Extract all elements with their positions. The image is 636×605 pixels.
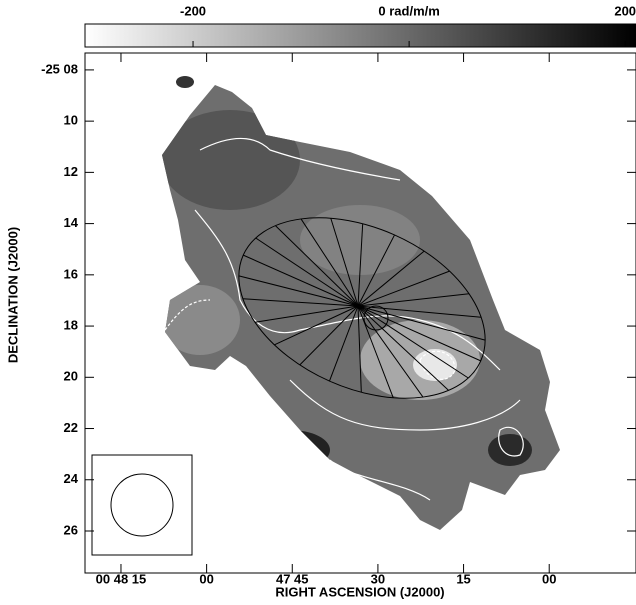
y-tick-label: 20 xyxy=(64,369,78,384)
y-tick-label: 12 xyxy=(64,164,78,179)
x-tick-label: 00 48 15 xyxy=(96,571,147,586)
disk-spoke xyxy=(300,218,359,307)
x-tick-label: 47 45 xyxy=(276,571,309,586)
disk-spoke xyxy=(238,275,359,307)
x-axis-label: RIGHT ASCENSION (J2000) xyxy=(275,584,444,599)
disk-model xyxy=(238,217,486,399)
disk-spoke xyxy=(357,305,449,391)
y-axis-label: DECLINATION (J2000) xyxy=(5,227,20,363)
disk-spoke xyxy=(328,305,359,382)
disk-spoke xyxy=(330,218,359,307)
disk-spoke xyxy=(299,305,359,366)
colorbar-tick-label: -200 xyxy=(180,3,206,18)
disk-spoke xyxy=(242,298,359,307)
disk-spoke xyxy=(357,305,482,318)
y-tick-label: 10 xyxy=(64,113,78,128)
x-tick-label: 00 xyxy=(199,571,213,586)
disk-spoke xyxy=(357,305,394,398)
disk-spoke xyxy=(254,305,359,323)
disk-spoke xyxy=(357,293,470,307)
colorbar xyxy=(84,23,636,48)
disk-spoke xyxy=(357,250,425,307)
beam-box xyxy=(91,454,193,556)
disk-spoke xyxy=(357,305,424,398)
disk-spoke xyxy=(275,225,359,307)
x-tick-label: 30 xyxy=(371,571,385,586)
x-tick-label: 00 xyxy=(542,571,556,586)
disk-spoke xyxy=(357,305,481,362)
y-tick-label: 14 xyxy=(64,215,79,230)
y-tick-label: 26 xyxy=(64,522,78,537)
disk-spoke xyxy=(357,270,450,307)
x-tick-label: 15 xyxy=(456,571,470,586)
y-tick-label: 24 xyxy=(64,471,79,486)
disk-spoke xyxy=(274,305,359,346)
beam xyxy=(110,473,174,537)
y-tick-label: 22 xyxy=(64,420,78,435)
disk-spoke xyxy=(357,305,362,393)
y-tick-label: 16 xyxy=(64,266,78,281)
disk-spoke xyxy=(243,254,359,307)
colorbar-tick-label: 200 xyxy=(614,3,636,18)
disk-spoke xyxy=(357,305,486,341)
y-tick-label: -25 08 xyxy=(41,61,78,76)
disk-spoke xyxy=(255,237,359,307)
y-tick-label: 18 xyxy=(64,318,78,333)
blob xyxy=(176,76,194,88)
colorbar-tick-label: 0 rad/m/m xyxy=(378,3,439,18)
disk-spoke xyxy=(357,234,395,307)
disk-spoke xyxy=(357,223,364,307)
disk-spoke xyxy=(357,305,469,379)
